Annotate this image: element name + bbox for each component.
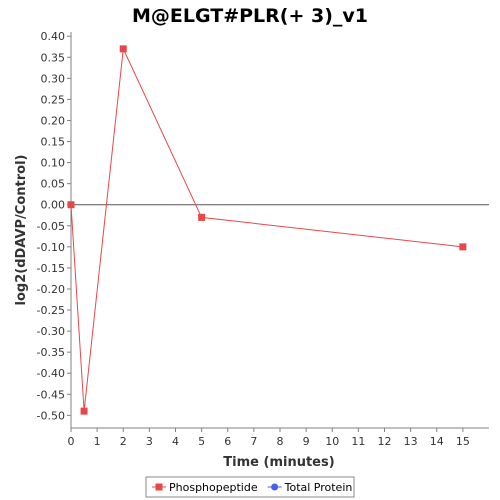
x-tick-label: 5 xyxy=(198,435,205,448)
y-tick-label: -0.30 xyxy=(37,325,65,338)
y-tick-label: 0.00 xyxy=(41,199,66,212)
y-tick-label: 0.25 xyxy=(41,93,66,106)
y-tick-label: 0.10 xyxy=(41,157,66,170)
data-point xyxy=(459,243,467,251)
y-tick-label: -0.40 xyxy=(37,367,65,380)
legend: Phosphopeptide Total Protein xyxy=(145,476,355,498)
x-tick-label: 14 xyxy=(430,435,444,448)
x-tick-label: 10 xyxy=(325,435,339,448)
y-tick-label: -0.50 xyxy=(37,409,65,422)
legend-label-phosphopeptide: Phosphopeptide xyxy=(169,481,258,494)
plot-background xyxy=(71,32,489,428)
x-tick-label: 6 xyxy=(224,435,231,448)
y-tick-label: -0.20 xyxy=(37,283,65,296)
y-tick-label: -0.05 xyxy=(37,220,65,233)
x-axis-label: Time (minutes) xyxy=(223,455,334,470)
legend-label-total-protein: Total Protein xyxy=(284,481,353,494)
data-point xyxy=(80,407,88,415)
plot-area: 0.40 0.35 0.30 0.25 0.20 0.15 0.10 0.05 0.00 -0.0… xyxy=(37,30,489,448)
x-tick-label: 0 xyxy=(68,435,75,448)
y-tick-label: 0.30 xyxy=(41,72,66,85)
data-point xyxy=(119,45,127,53)
x-tick-label: 2 xyxy=(120,435,127,448)
y-tick-label: 0.15 xyxy=(41,136,66,149)
y-tick-label: 0.20 xyxy=(41,114,66,127)
y-tick-label: 0.35 xyxy=(41,51,66,64)
x-tick-label: 7 xyxy=(250,435,257,448)
y-axis-label: log2(dDAVP/Control) xyxy=(14,155,29,306)
x-tick-label: 9 xyxy=(303,435,310,448)
legend-box xyxy=(145,476,355,498)
x-tick-label: 13 xyxy=(404,435,418,448)
legend-marker-total-protein xyxy=(271,483,279,491)
x-tick-label: 12 xyxy=(378,435,392,448)
data-point xyxy=(198,213,206,221)
x-tick-label: 8 xyxy=(277,435,284,448)
x-tick-label: 11 xyxy=(351,435,365,448)
legend-marker-phosphopeptide xyxy=(155,483,163,491)
y-tick-label: 0.40 xyxy=(41,30,66,43)
y-tick-label: -0.10 xyxy=(37,241,65,254)
y-tick-label: -0.45 xyxy=(37,388,65,401)
y-tick-label: 0.05 xyxy=(41,178,66,191)
data-point xyxy=(67,201,75,209)
y-tick-label: -0.35 xyxy=(37,346,65,359)
x-tick-label: 1 xyxy=(94,435,101,448)
y-tick-label: -0.25 xyxy=(37,304,65,317)
x-tick-label: 3 xyxy=(146,435,153,448)
x-tick-label: 15 xyxy=(456,435,470,448)
x-tick-label: 4 xyxy=(172,435,179,448)
y-tick-label: -0.15 xyxy=(37,262,65,275)
chart-title: M@ELGT#PLR(+ 3)_v1 xyxy=(132,5,368,27)
